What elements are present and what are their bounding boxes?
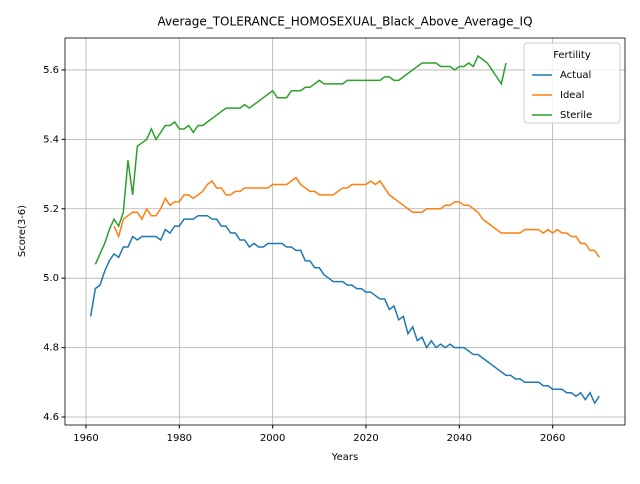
legend-label: Ideal — [560, 90, 584, 101]
y-tick-label: 4.8 — [43, 343, 59, 354]
x-tick-label: 2000 — [260, 433, 285, 444]
y-tick-label: 5.2 — [43, 204, 59, 215]
plot-frame — [64, 37, 626, 426]
x-tick-label: 2040 — [447, 433, 472, 444]
y-tick-label: 5.0 — [43, 273, 59, 284]
y-axis-label: Score(3-6) — [17, 205, 28, 257]
legend-label: Actual — [560, 70, 591, 81]
x-tick-label: 2020 — [353, 433, 378, 444]
legend-title: Fertility — [553, 50, 591, 61]
x-tick-label: 2060 — [540, 433, 565, 444]
series-line — [89, 214, 600, 405]
legend-box — [523, 42, 621, 124]
x-axis-label: Years — [331, 452, 358, 463]
x-tick-label: 1960 — [73, 433, 98, 444]
y-tick-label: 5.4 — [43, 134, 59, 145]
legend-label: Sterile — [560, 110, 592, 121]
y-tick-label: 5.6 — [43, 65, 59, 76]
x-tick-label: 1980 — [167, 433, 192, 444]
y-tick-label: 4.6 — [43, 412, 59, 423]
series-line — [113, 176, 600, 258]
series-line — [94, 54, 507, 265]
chart-title: Average_TOLERANCE_HOMOSEXUAL_Black_Above… — [157, 15, 532, 29]
